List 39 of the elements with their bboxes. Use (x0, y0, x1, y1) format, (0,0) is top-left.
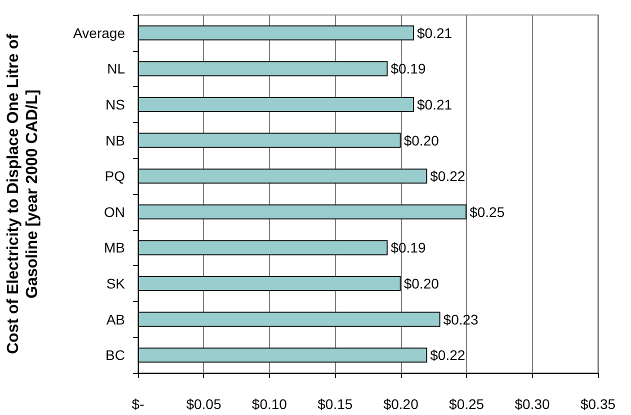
bar (138, 96, 414, 112)
y-tick-label: BC (106, 347, 125, 364)
x-tick-label: $0.25 (449, 396, 484, 412)
y-tick-label: AB (106, 311, 125, 328)
data-label: $0.21 (417, 24, 452, 41)
data-label: $0.22 (430, 168, 466, 184)
data-label: $0.20 (404, 276, 440, 292)
data-label: $0.21 (417, 96, 452, 112)
data-label: $0.19 (390, 60, 426, 77)
bar (138, 61, 388, 76)
x-tick-label: $0.35 (580, 396, 616, 412)
x-tick-label: $- (132, 396, 145, 412)
y-tick-label: Average (73, 24, 126, 41)
data-label: $0.25 (470, 204, 505, 220)
y-tick-label: ON (104, 204, 125, 220)
data-label: $0.19 (390, 240, 426, 256)
bar (138, 132, 401, 148)
bar (138, 168, 428, 184)
y-tick-label: NS (106, 96, 125, 112)
y-tick-label: MB (104, 240, 125, 256)
bar (138, 348, 428, 363)
x-tick-label: $0.10 (252, 396, 288, 412)
x-tick-label: $0.30 (514, 396, 550, 412)
data-label: $0.20 (404, 132, 440, 148)
bar (138, 312, 440, 327)
bar (138, 240, 388, 256)
y-tick-label: NL (107, 60, 126, 77)
y-tick-label: NB (106, 132, 125, 148)
data-label: $0.22 (430, 347, 466, 364)
bar (138, 204, 467, 220)
y-tick-label: SK (106, 276, 126, 292)
x-tick-label: $0.15 (318, 396, 353, 412)
x-tick-label: $0.05 (186, 396, 222, 412)
y-tick-label: PQ (104, 168, 126, 184)
y-axis-title: Cost of Electricity to Displace One Litre of Gasoline [year 2000 CAD/L] (5, 33, 41, 354)
bar (138, 25, 414, 40)
x-tick-label: $0.20 (383, 396, 419, 412)
bar (138, 276, 401, 292)
data-label: $0.23 (443, 311, 479, 328)
